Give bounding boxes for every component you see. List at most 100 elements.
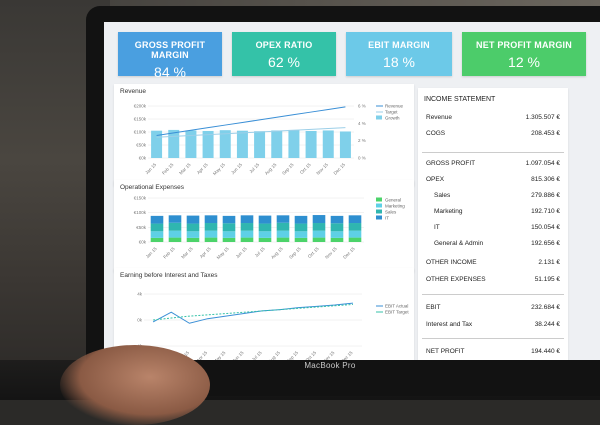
income-row: GROSS PROFIT 1.097.054 € [418,160,568,172]
opex-bar-segment [312,237,326,242]
kpi-ebit-margin[interactable]: EBIT MARGIN 18 % [346,32,452,76]
legend-label: EBIT Actual [385,304,408,309]
opex-bar-segment [276,237,290,242]
x-tick-label: Aug 15 [267,350,281,360]
opex-bar-segment [168,215,182,223]
opex-bar-segment [240,237,254,242]
legend-swatch [376,115,382,120]
opex-bar-segment [312,230,326,238]
y2-tick-label: 0 % [358,156,366,161]
income-row: Sales 279.886 € [418,192,568,204]
income-row: Revenue 1.305.507 € [418,114,568,126]
y-tick-label: €0k [139,156,147,161]
opex-bar-segment [258,223,272,232]
legend-label: EBIT Target [385,310,409,315]
x-tick-label: Nov 15 [322,350,336,360]
kpi-net-profit-margin[interactable]: NET PROFIT MARGIN 12 % [462,32,586,76]
income-row: COGS 208.453 € [418,130,568,142]
chart-title: Operational Expenses [120,184,184,191]
income-statement-panel: INCOME STATEMENT Revenue 1.305.507 € COGS 2… [418,88,568,360]
x-tick-label: Feb 15 [161,162,175,176]
kpi-label: OPEX RATIO [255,40,313,50]
revenue-line-revenue [156,106,346,136]
income-row-value: 194.440 € [531,348,560,355]
x-tick-label: Jun 15 [230,162,243,175]
income-row: EBIT 232.684 € [418,304,568,316]
revenue-bar [271,130,283,158]
income-row-value: 150.054 € [531,224,560,231]
income-row-label: Sales [434,192,451,199]
opex-bar-segment [348,215,362,224]
revenue-bar [305,130,317,158]
opex-bar-segment [240,230,254,238]
income-row-value: 279.886 € [531,192,560,199]
income-separator [422,294,564,295]
kpi-value: 12 % [508,54,540,70]
revenue-bar [254,131,266,158]
legend-swatch [376,215,382,220]
x-tick-label: May 15 [216,246,230,260]
x-tick-label: May 15 [212,162,226,176]
revenue-bar [185,130,197,158]
legend-label: Revenue [385,104,404,109]
x-tick-label: Oct 15 [304,350,317,360]
x-tick-label: Dec 15 [340,350,354,360]
kpi-value: 18 % [383,54,415,70]
chart-title: Earning before Interest and Taxes [120,272,218,279]
opex-bar-segment [222,223,236,232]
opex-chart-panel: Operational Expenses €150k €100k €50k €0k Ja… [114,180,414,272]
income-row: Interest and Tax 38.244 € [418,321,568,333]
income-row-label: General & Admin [434,240,484,247]
income-row-label: OTHER EXPENSES [426,276,486,283]
hand [60,345,210,425]
y-tick-label: €50k [136,143,147,148]
ebit-line [153,303,353,321]
opex-bar-segment [294,223,308,232]
income-row-label: OTHER INCOME [426,259,477,266]
opex-bar-segment [186,231,200,238]
opex-bar-segment [150,237,164,242]
opex-bar-segment [330,223,344,232]
income-row-label: NET PROFIT [426,348,465,355]
legend-label: IT [385,216,389,221]
ebit-chart-panel: Earning before Interest and Taxes 4k0k-4… [114,268,414,360]
revenue-bar [151,130,163,158]
kpi-opex-ratio[interactable]: OPEX RATIO 62 % [232,32,336,76]
opex-bar-segment [294,237,308,242]
opex-bar-segment [222,215,236,224]
revenue-bar [202,130,214,158]
income-row-label: OPEX [426,176,445,183]
opex-bar-segment [204,237,218,242]
opex-bar-segment [168,222,182,231]
y-tick-label: €50k [136,225,147,230]
legend-label: Sales [385,210,397,215]
income-row-value: 2.131 € [538,259,560,266]
income-row-label: IT [434,224,440,231]
legend-swatch [376,203,382,208]
opex-bar-segment [294,231,308,238]
x-tick-label: Jan 15 [144,162,157,175]
y2-tick-label: 6 % [358,104,366,109]
kpi-value: 84 % [154,64,186,80]
income-row-label: EBIT [426,304,441,311]
income-row-value: 815.306 € [531,176,560,183]
income-row-label: Revenue [426,114,453,121]
y-tick-label: €100k [134,130,147,135]
x-tick-label: Dec 15 [342,246,356,260]
x-tick-label: Jul 15 [251,350,263,360]
opex-bar-segment [294,215,308,224]
x-tick-label: Oct 15 [307,246,320,259]
opex-bar-segment [204,230,218,238]
kpi-label: EBIT MARGIN [368,40,430,50]
kpi-gross-profit-margin[interactable]: GROSS PROFIT MARGIN 84 % [118,32,222,80]
opex-bar-segment [240,215,254,224]
income-separator [422,152,564,153]
x-tick-label: Mar 15 [180,246,194,260]
income-row-label: Marketing [434,208,463,215]
y-tick-label: €200k [134,104,147,109]
revenue-bar [236,130,248,158]
opex-bar-segment [348,223,362,231]
opex-bar-segment [258,231,272,238]
x-tick-label: Feb 15 [162,246,176,260]
